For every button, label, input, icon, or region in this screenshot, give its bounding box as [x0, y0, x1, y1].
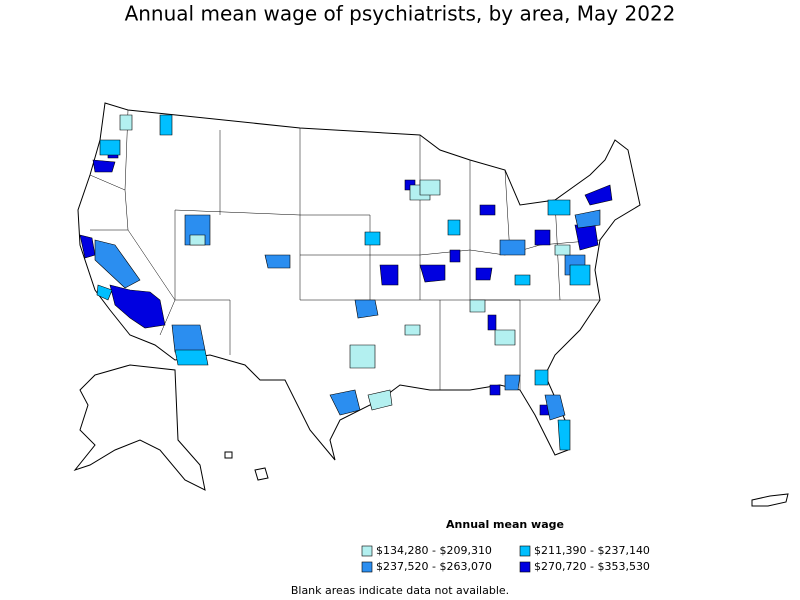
- wage-area: [349, 344, 376, 369]
- legend: $134,280 - $209,310 $211,390 - $237,140 $2…: [361, 544, 650, 573]
- wage-area: [379, 264, 399, 286]
- wage-area: [489, 384, 501, 396]
- wage-area: [479, 204, 496, 216]
- legend-swatch: [361, 545, 373, 557]
- wage-area: [469, 299, 486, 313]
- alaska: [73, 364, 206, 491]
- wage-area: [494, 329, 516, 346]
- wage-area: [329, 389, 361, 416]
- wage-area: [159, 114, 173, 136]
- wage-area: [174, 349, 209, 366]
- wage-area: [514, 274, 531, 286]
- wage-area: [554, 244, 571, 256]
- wage-area: [557, 419, 571, 451]
- wage-area: [447, 219, 461, 236]
- wage-area: [264, 254, 291, 269]
- legend-label: $270,720 - $353,530: [534, 560, 650, 573]
- base-map: [73, 102, 789, 507]
- wage-area: [499, 239, 526, 256]
- wage-area: [569, 264, 591, 286]
- wage-area: [119, 114, 133, 131]
- wage-area: [487, 314, 497, 331]
- wage-area: [99, 139, 121, 156]
- legend-label: $134,280 - $209,310: [376, 544, 492, 557]
- map-title: Annual mean wage of psychiatrists, by ar…: [125, 2, 676, 26]
- wage-area: [419, 264, 446, 283]
- wage-area: [189, 234, 206, 246]
- wage-area: [364, 231, 381, 246]
- wage-area: [534, 229, 551, 246]
- wage-area: [547, 199, 571, 216]
- map-note: Blank areas indicate data not available.: [291, 584, 509, 597]
- hawaii-islands: [224, 451, 233, 459]
- wage-area: [94, 239, 141, 289]
- wage-area: [534, 369, 549, 386]
- wage-area: [504, 374, 521, 391]
- wage-area: [584, 184, 613, 206]
- hawaii: [254, 467, 269, 481]
- legend-swatch: [519, 561, 531, 573]
- wage-area: [92, 159, 116, 173]
- wage-area: [404, 324, 421, 336]
- legend-label: $211,390 - $237,140: [534, 544, 650, 557]
- wage-area: [109, 284, 166, 329]
- wage-area: [449, 249, 461, 263]
- legend-title: Annual mean wage: [446, 518, 564, 531]
- legend-label: $237,520 - $263,070: [376, 560, 492, 573]
- wage-area: [367, 389, 393, 411]
- wage-area: [574, 209, 601, 229]
- wage-area: [96, 284, 113, 301]
- wage-area: [419, 179, 441, 196]
- wage-area: [354, 299, 379, 319]
- wage-area: [475, 267, 493, 281]
- legend-swatch: [361, 561, 373, 573]
- puerto-rico: [751, 493, 789, 507]
- wage-areas: [79, 114, 613, 451]
- legend-swatch: [519, 545, 531, 557]
- wage-area: [544, 394, 566, 421]
- wage-area: [171, 324, 206, 353]
